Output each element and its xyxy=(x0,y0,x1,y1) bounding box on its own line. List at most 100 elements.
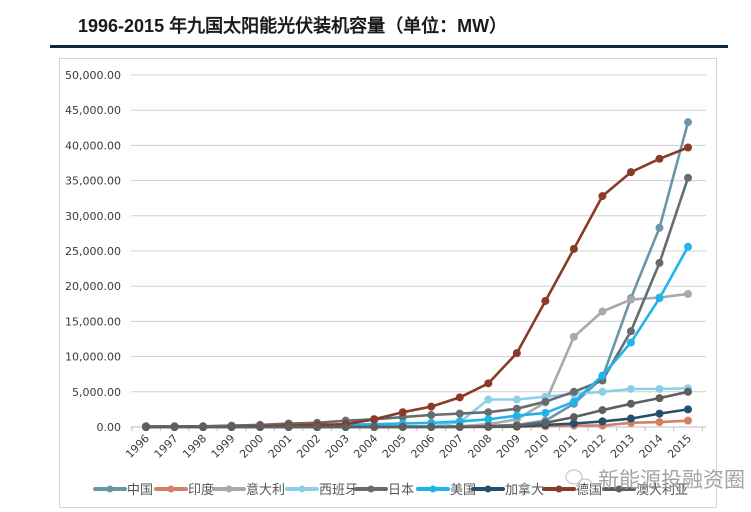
series-line xyxy=(145,146,689,429)
data-point xyxy=(684,118,692,127)
y-tick-label: 5,000.00 xyxy=(72,386,121,399)
data-point xyxy=(170,423,179,431)
x-tick-label: 1996 xyxy=(123,432,152,461)
data-point xyxy=(655,418,664,427)
legend-marker xyxy=(484,485,492,493)
legend-item[interactable]: 日本 xyxy=(354,483,414,498)
y-tick-label: 45,000.00 xyxy=(65,104,121,117)
data-point xyxy=(398,408,407,417)
data-point xyxy=(398,423,407,431)
data-point xyxy=(598,387,607,396)
data-point xyxy=(684,173,692,182)
series-line xyxy=(146,246,690,428)
data-point xyxy=(598,307,607,316)
data-point xyxy=(484,379,493,388)
legend-item[interactable]: 中国 xyxy=(93,483,153,498)
data-point xyxy=(313,423,322,431)
data-point xyxy=(569,413,578,422)
legend-item[interactable]: 西班牙 xyxy=(285,483,358,498)
data-point xyxy=(569,419,578,428)
data-point xyxy=(598,417,607,426)
data-point xyxy=(569,397,578,406)
data-point xyxy=(256,423,265,431)
series-line xyxy=(146,177,690,428)
y-tick-label: 50,000.00 xyxy=(65,69,121,82)
data-point xyxy=(427,423,436,431)
data-point xyxy=(626,338,635,347)
legend-item[interactable]: 印度 xyxy=(154,482,214,498)
data-point xyxy=(598,371,607,380)
title-divider xyxy=(50,45,728,48)
series-美国 xyxy=(142,242,692,431)
legend-marker xyxy=(615,485,623,493)
data-point xyxy=(199,423,208,431)
watermark: 新能源投融资圈 xyxy=(598,468,745,492)
y-tick-label: 15,000.00 xyxy=(65,315,121,328)
data-point xyxy=(569,387,578,396)
legend-item[interactable]: 美国 xyxy=(416,483,476,498)
x-tick-label: 2011 xyxy=(551,432,580,461)
data-point xyxy=(227,423,236,431)
legend-item[interactable]: 加拿大 xyxy=(471,482,544,498)
legend-label: 日本 xyxy=(388,483,414,498)
data-point xyxy=(684,242,692,251)
data-point xyxy=(512,395,521,404)
legend-marker xyxy=(367,485,375,493)
legend-marker xyxy=(106,485,114,493)
legend-label: 西班牙 xyxy=(319,483,358,498)
data-point xyxy=(455,393,464,402)
x-tick-label: 2009 xyxy=(494,432,523,461)
x-tick-label: 2012 xyxy=(580,432,609,461)
legend-label: 意大利 xyxy=(246,482,285,498)
x-tick-label: 1997 xyxy=(152,432,181,461)
data-point xyxy=(626,295,635,304)
data-point xyxy=(427,411,436,420)
series-group xyxy=(142,118,692,431)
data-point xyxy=(512,421,521,430)
legend-item[interactable]: 意大利 xyxy=(212,482,285,498)
legend-label: 印度 xyxy=(188,482,214,498)
data-point xyxy=(455,409,464,418)
legend-item[interactable]: 德国 xyxy=(542,483,602,498)
data-point xyxy=(370,423,379,431)
y-tick-label: 0.00 xyxy=(97,421,122,434)
legend-marker xyxy=(298,485,306,493)
series-line xyxy=(146,292,689,429)
x-tick-label: 1998 xyxy=(180,432,209,461)
data-point xyxy=(684,405,692,414)
data-point xyxy=(484,408,493,417)
data-point xyxy=(455,423,464,431)
x-tick-label: 2015 xyxy=(665,432,694,461)
data-point xyxy=(626,327,635,336)
data-point xyxy=(427,402,436,411)
data-point xyxy=(655,294,664,303)
series-中国 xyxy=(142,118,692,431)
page-title: 1996-2015 年九国太阳能光伏装机容量（单位：MW） xyxy=(78,16,508,36)
data-point xyxy=(626,414,635,423)
data-point xyxy=(541,296,550,305)
data-point xyxy=(684,143,692,152)
y-tick-label: 10,000.00 xyxy=(65,351,121,364)
x-tick-label: 2003 xyxy=(323,432,352,461)
legend-marker xyxy=(225,485,233,493)
data-point xyxy=(626,384,635,393)
data-point xyxy=(541,408,550,417)
data-point xyxy=(512,411,521,420)
data-point xyxy=(142,423,150,431)
x-tick-label: 2014 xyxy=(637,432,666,461)
data-point xyxy=(655,409,664,418)
legend-marker xyxy=(429,485,437,493)
series-line xyxy=(146,121,690,428)
gridlines xyxy=(131,74,706,393)
x-tick-label: 2010 xyxy=(522,432,551,461)
data-point xyxy=(655,384,664,393)
y-tick-label: 30,000.00 xyxy=(65,210,121,223)
x-tick-label: 2006 xyxy=(408,432,437,461)
data-point xyxy=(512,404,521,413)
data-point xyxy=(598,406,607,415)
data-point xyxy=(626,168,635,177)
x-tick-label: 2008 xyxy=(465,432,494,461)
data-point xyxy=(569,332,578,341)
data-point xyxy=(370,415,379,424)
legend-item[interactable]: 澳大利亚 xyxy=(602,482,688,498)
